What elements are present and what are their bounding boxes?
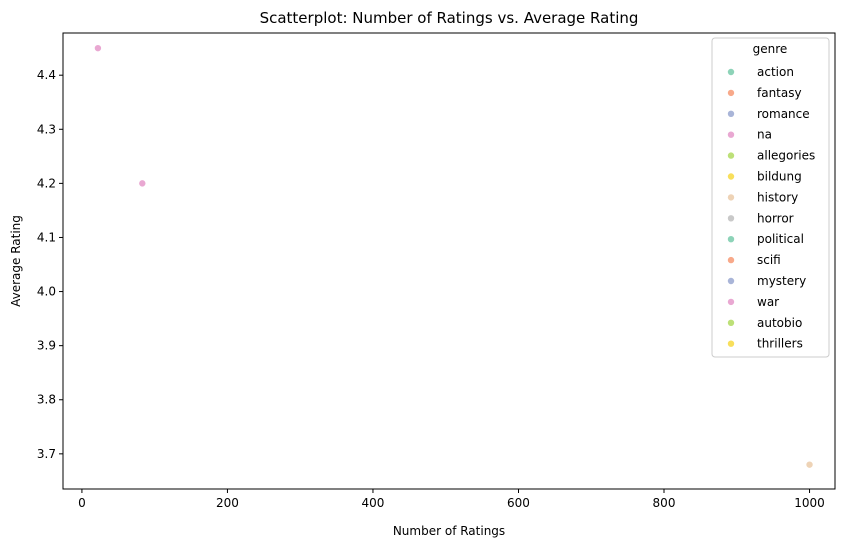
y-axis: 3.7 3.8 3.9 4.0 4.1 4.2 4.3 4.4 (37, 68, 63, 461)
legend-label: allegories (757, 149, 815, 163)
y-tick-label: 3.9 (37, 339, 56, 353)
legend-label: na (757, 128, 772, 142)
data-point (805, 460, 814, 469)
legend-marker (727, 214, 736, 223)
data-point (93, 44, 102, 53)
y-tick-label: 4.0 (37, 285, 56, 299)
plot-area (62, 32, 836, 490)
legend-label: action (757, 65, 794, 79)
legend-label: horror (757, 211, 794, 225)
legend-marker (727, 256, 736, 265)
legend-label: mystery (757, 274, 806, 288)
legend-marker (727, 88, 736, 97)
legend-marker (727, 318, 736, 327)
legend-label: romance (757, 107, 810, 121)
legend-title: genre (753, 42, 788, 56)
legend-label: war (757, 295, 779, 309)
data-point (138, 179, 147, 188)
legend-marker (727, 235, 736, 244)
y-axis-label: Average Rating (9, 215, 23, 307)
legend-label: autobio (757, 316, 802, 330)
legend-label: political (757, 232, 804, 246)
legend-marker (727, 109, 736, 118)
legend-marker (727, 151, 736, 160)
legend-marker (727, 297, 736, 306)
legend-entries: action fantasy romance na allegories bildung h… (727, 65, 815, 351)
x-axis-label: Number of Ratings (393, 524, 505, 538)
x-tick-label: 0 (78, 496, 86, 510)
y-tick-label: 4.4 (37, 68, 56, 82)
legend: genre action fantasy romance na allegories bi… (711, 37, 830, 358)
y-tick-label: 3.8 (37, 393, 56, 407)
legend-box (711, 37, 830, 358)
y-tick-label: 3.7 (37, 447, 56, 461)
y-tick-label: 4.2 (37, 176, 56, 190)
legend-label: thrillers (757, 337, 803, 351)
legend-marker (727, 130, 736, 139)
x-tick-label: 800 (653, 496, 676, 510)
legend-marker (727, 276, 736, 285)
chart-title: Scatterplot: Number of Ratings vs. Avera… (260, 9, 639, 27)
legend-label: scifi (757, 253, 781, 267)
y-tick-label: 4.1 (37, 230, 56, 244)
x-tick-label: 600 (507, 496, 530, 510)
legend-marker (727, 68, 736, 77)
x-tick-label: 200 (216, 496, 239, 510)
y-tick-label: 4.3 (37, 122, 56, 136)
x-tick-label: 1000 (794, 496, 825, 510)
legend-label: fantasy (757, 86, 802, 100)
legend-label: history (757, 190, 798, 204)
legend-marker (727, 172, 736, 181)
x-axis: 0 200 400 600 800 1000 (78, 489, 825, 510)
legend-marker (727, 193, 736, 202)
legend-marker (727, 339, 736, 348)
legend-label: bildung (757, 170, 802, 184)
data-points (93, 44, 814, 469)
x-tick-label: 400 (362, 496, 385, 510)
